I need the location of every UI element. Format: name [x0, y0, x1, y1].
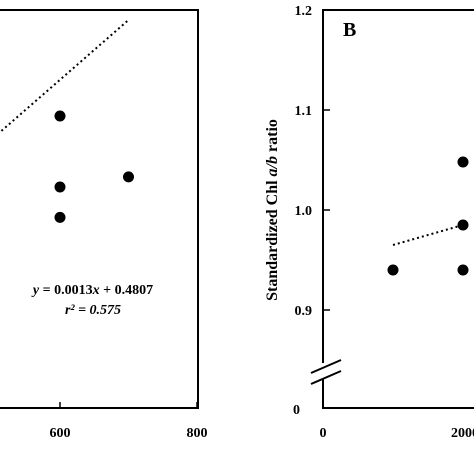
axis-break-slash-1: [310, 359, 342, 374]
panel-a-trendline: [0, 19, 130, 134]
panel-b-y-tick-label: 1.1: [295, 104, 313, 119]
panel-b-y-tick-label: 1.0: [295, 204, 313, 219]
panel-b-x-tick-label-0: 0: [320, 426, 327, 441]
panel-b-y-axis-title: Standardized Chl a/b ratio: [264, 119, 281, 301]
equation-y-var: y: [31, 283, 40, 298]
equation-tail: + 0.4807: [100, 283, 153, 298]
axis-break: [310, 359, 342, 385]
panel-b-point-4: [457, 264, 469, 276]
panel-a-x-tick-label-800: 800: [187, 426, 208, 441]
panel-a-r2: r² = 0.575: [65, 303, 121, 318]
panel-b-y-zero-label: 0: [293, 403, 300, 418]
panel-b-y-tick-label: 0.9: [295, 304, 313, 319]
panel-b-point-3: [457, 219, 469, 231]
panel-a-point-1: [54, 110, 66, 122]
axis-break-gap: [314, 363, 334, 379]
panel-b-frame: [322, 9, 474, 409]
panel-a-marks: [0, 19, 134, 223]
panel-a-point-4: [123, 171, 134, 183]
panel-b-marks: [387, 156, 469, 276]
ylabel-italic: a/b: [264, 156, 281, 176]
axis-break-slash-2: [310, 370, 342, 385]
panel-b-letter: B: [343, 19, 356, 41]
panel-b-y-tick-label: 1.2: [295, 4, 313, 19]
panel-a-point-2: [54, 181, 66, 193]
equation-rhs: = 0.0013: [39, 283, 92, 298]
ylabel-prefix: Standardized Chl: [264, 176, 281, 300]
panel-a-point-3: [54, 211, 66, 223]
ylabel-suffix: ratio: [264, 119, 281, 156]
panel-a-equation: y = 0.0013x + 0.4807: [31, 283, 153, 298]
panel-a: 600 800 y = 0.0013x + 0.4807 r² = 0.575: [0, 9, 208, 441]
panel-b-point-2: [457, 156, 469, 168]
equation-x-var: x: [92, 283, 100, 298]
panel-b-y-ticks: 1.2 1.1 1.0 0.9: [295, 4, 330, 319]
panel-b-x-tick-label-2000: 2000: [451, 426, 474, 441]
panel-b: B Standardized Chl a/b ratio 1.2 1.1 1.0 0.…: [264, 4, 474, 441]
panel-b-trendline: [392, 224, 464, 246]
panel-a-x-tick-label-600: 600: [50, 426, 71, 441]
panel-a-frame: [0, 9, 199, 409]
panel-b-point-1: [387, 264, 399, 276]
